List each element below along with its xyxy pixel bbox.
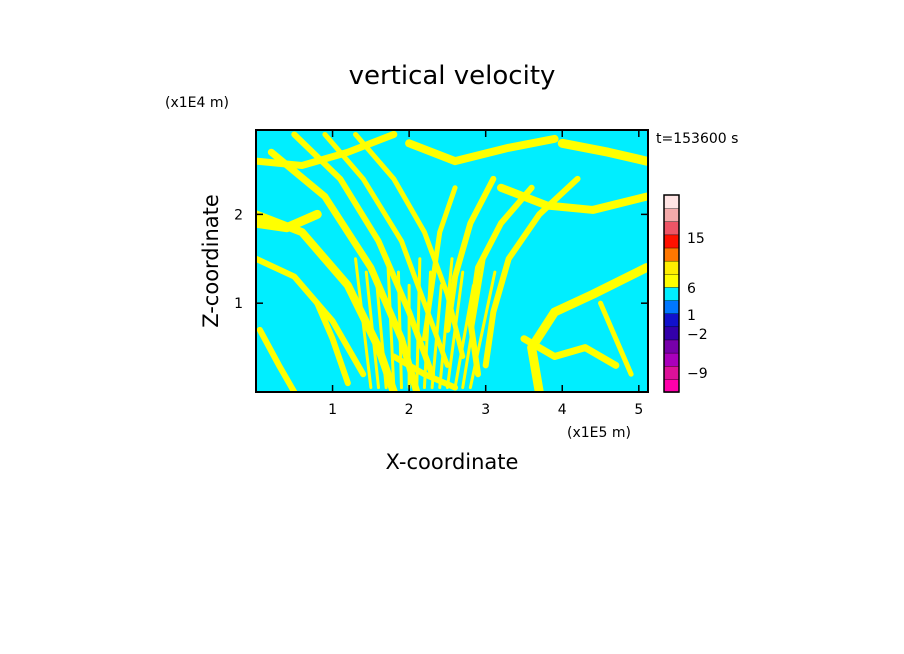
colorbar-segment xyxy=(663,378,680,393)
positive-velocity-streak xyxy=(386,257,396,390)
positive-velocity-band xyxy=(520,335,620,369)
colorbar-label: −9 xyxy=(687,366,708,382)
positive-velocity-band xyxy=(256,255,367,378)
colorbar-segment xyxy=(663,299,680,314)
positive-velocity-band xyxy=(598,300,634,377)
colorbar-segment xyxy=(663,234,680,249)
chart-title: vertical velocity xyxy=(349,61,556,91)
colorbar-label: 1 xyxy=(687,308,696,324)
positive-velocity-streak xyxy=(453,283,475,390)
colorbar-segment xyxy=(663,352,680,367)
positive-velocity-streak xyxy=(445,270,465,390)
positive-velocity-streak xyxy=(396,270,403,390)
colorbar-segment xyxy=(663,339,680,354)
positive-velocity-streak xyxy=(422,270,433,390)
y-tick-label: 1 xyxy=(234,296,243,312)
x-tick-label: 2 xyxy=(405,402,414,418)
colorbar-segment xyxy=(663,194,680,209)
positive-velocity-band xyxy=(256,326,298,392)
x-tick-label: 5 xyxy=(634,402,643,418)
positive-velocity-streak xyxy=(354,257,373,390)
positive-velocity-streak xyxy=(438,257,454,390)
colorbar-label: 15 xyxy=(687,231,705,247)
positive-velocity-band xyxy=(444,175,497,333)
colorbar-segment xyxy=(663,313,680,328)
positive-velocity-streak xyxy=(415,257,422,390)
positive-velocity-band xyxy=(256,130,398,170)
y-axis: 12 xyxy=(234,207,648,312)
positive-velocity-band xyxy=(405,134,559,166)
colorbar-segment xyxy=(663,365,680,380)
x-axis-label: X-coordinate xyxy=(386,450,519,474)
positive-velocity-band xyxy=(467,184,535,378)
positive-velocity-streak xyxy=(430,283,443,390)
colorbar xyxy=(663,194,680,393)
colorbar-labels: 15 6 1 −2 −9 xyxy=(687,231,708,382)
colorbar-segment xyxy=(663,273,680,288)
plot-frame xyxy=(255,129,649,393)
positive-velocity-band xyxy=(267,148,421,392)
x-axis: 1 2 3 4 5 xyxy=(328,130,643,418)
positive-velocity-band xyxy=(322,131,450,368)
x-tick-label: 4 xyxy=(558,402,567,418)
x-tick-label: 3 xyxy=(481,402,490,418)
colorbar-label: 6 xyxy=(687,281,696,297)
positive-velocity-band xyxy=(314,300,351,387)
colorbar-label: −2 xyxy=(687,327,708,343)
plot-area xyxy=(256,130,648,392)
positive-velocity-streak xyxy=(375,283,388,390)
colorbar-segment xyxy=(663,286,680,301)
positive-velocity-band xyxy=(557,138,648,166)
y-axis-label: Z-coordinate xyxy=(199,194,223,328)
positive-velocity-streak xyxy=(468,270,497,390)
colorbar-segment xyxy=(663,260,680,275)
y-tick-label: 2 xyxy=(234,207,243,223)
colorbar-segment xyxy=(663,221,680,236)
x-scale-label: (x1E5 m) xyxy=(567,425,631,441)
y-scale-label: (x1E4 m) xyxy=(165,95,229,111)
positive-velocity-streak xyxy=(364,270,380,390)
positive-velocity-streak xyxy=(461,257,486,390)
x-tick-label: 1 xyxy=(328,402,337,418)
positive-velocity-band xyxy=(527,263,648,392)
time-label: t=153600 s xyxy=(656,131,738,147)
colorbar-segment xyxy=(663,207,680,222)
positive-velocity-band xyxy=(497,183,648,214)
colorbar-segment xyxy=(663,326,680,341)
positive-velocity-band xyxy=(256,209,322,233)
colorbar-frame xyxy=(663,194,680,393)
colorbar-segment xyxy=(663,247,680,262)
